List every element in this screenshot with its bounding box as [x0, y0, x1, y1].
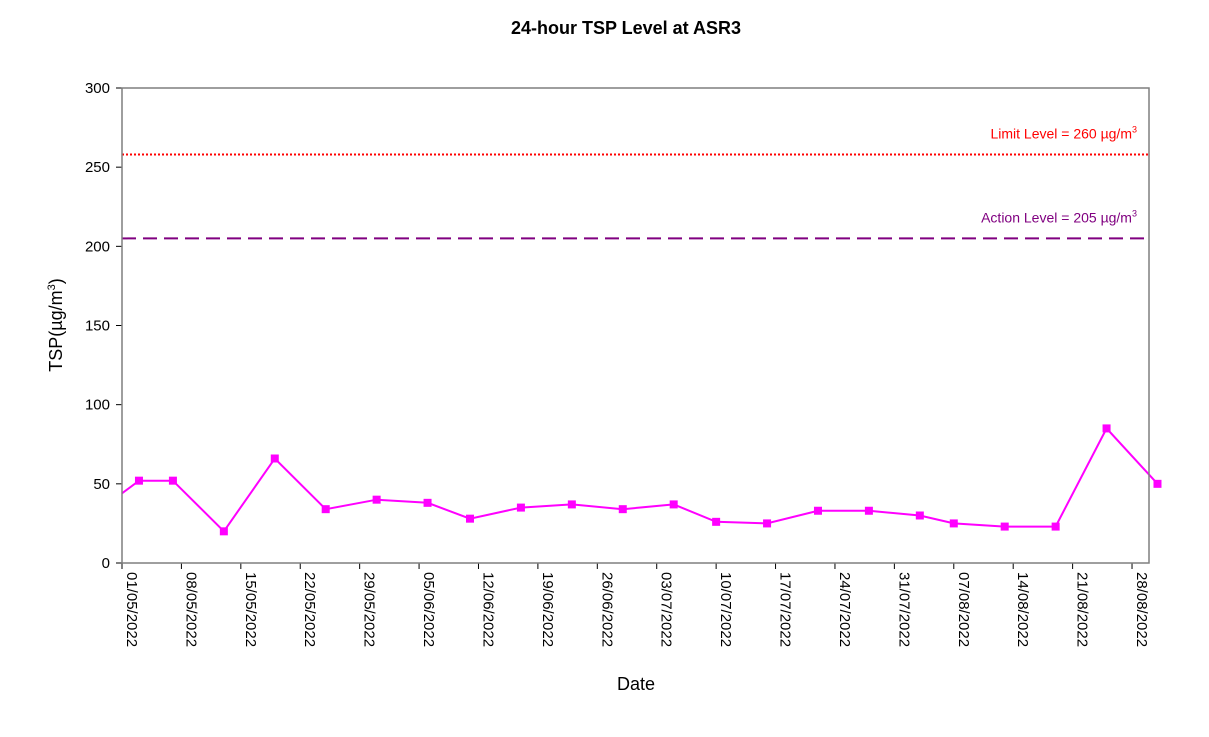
x-axis: 01/05/2022 08/05/2022 15/05/2022 22/05/2022…: [121, 563, 1150, 647]
x-tick-label: 31/07/2022: [895, 572, 912, 647]
data-point-marker: [168, 476, 177, 485]
data-point-marker: [1153, 479, 1162, 488]
x-tick-label: 28/08/2022: [1133, 572, 1150, 647]
x-tick-label: 26/06/2022: [598, 572, 615, 647]
action-level-label: Action Level = 205 µg/m3: [981, 208, 1137, 225]
data-point-marker: [372, 495, 381, 504]
data-point-marker: [423, 498, 432, 507]
y-axis: 0 50 100 150 200 250 300: [85, 80, 122, 572]
data-point-marker: [270, 454, 279, 463]
x-tick-label: 22/05/2022: [301, 572, 318, 647]
series-group: [121, 424, 1162, 536]
chart-title: 24-hour TSP Level at ASR3: [511, 18, 741, 38]
data-point-marker: [1000, 522, 1009, 531]
data-point-marker: [864, 506, 873, 515]
data-point-marker: [763, 519, 772, 528]
plot-area-border: [121, 87, 1150, 564]
limit-level-label: Limit Level = 260 µg/m3: [990, 125, 1137, 142]
reference-lines: Limit Level = 260 µg/m3 Action Level = 20…: [122, 125, 1149, 240]
series-line: [121, 426, 1159, 533]
x-tick-label: 10/07/2022: [717, 572, 734, 647]
y-tick-label: 50: [93, 476, 110, 493]
x-tick-label: 12/06/2022: [479, 572, 496, 647]
data-point-marker: [813, 506, 822, 515]
y-axis-label: TSP(µg/m3): [46, 278, 66, 372]
x-tick-label: 08/05/2022: [182, 572, 199, 647]
x-tick-label: 05/06/2022: [420, 572, 437, 647]
data-point-marker: [1102, 424, 1111, 433]
data-point-marker: [949, 519, 958, 528]
x-tick-label: 15/05/2022: [242, 572, 259, 647]
x-tick-label: 21/08/2022: [1074, 572, 1091, 647]
y-tick-label: 150: [85, 318, 110, 335]
data-point-marker: [465, 514, 474, 523]
x-tick-label: 17/07/2022: [777, 572, 794, 647]
y-tick-label: 300: [85, 80, 110, 97]
x-tick-label: 19/06/2022: [539, 572, 556, 647]
data-point-marker: [669, 500, 678, 509]
y-axis-label-main: TSP(µg/m: [46, 290, 66, 371]
data-point-marker: [915, 511, 924, 520]
y-axis-label-suffix: ): [46, 278, 66, 284]
y-tick-label: 0: [102, 555, 110, 572]
data-point-marker: [712, 517, 721, 526]
x-tick-label: 14/08/2022: [1014, 572, 1031, 647]
data-point-marker: [516, 503, 525, 512]
y-tick-label: 250: [85, 159, 110, 176]
data-point-marker: [321, 505, 330, 514]
x-tick-label: 03/07/2022: [658, 572, 675, 647]
y-tick-label: 100: [85, 397, 110, 414]
x-tick-label: 07/08/2022: [955, 572, 972, 647]
y-tick-label: 200: [85, 238, 110, 255]
x-tick-label: 24/07/2022: [836, 572, 853, 647]
data-point-marker: [618, 505, 627, 514]
data-point-marker: [134, 476, 143, 485]
x-tick-label: 01/05/2022: [123, 572, 140, 647]
y-axis-label-superscript: 3: [46, 284, 58, 290]
data-point-marker: [567, 500, 576, 509]
data-point-marker: [1051, 522, 1060, 531]
x-tick-label: 29/05/2022: [361, 572, 378, 647]
data-point-marker: [219, 527, 228, 536]
x-axis-label: Date: [617, 674, 655, 694]
